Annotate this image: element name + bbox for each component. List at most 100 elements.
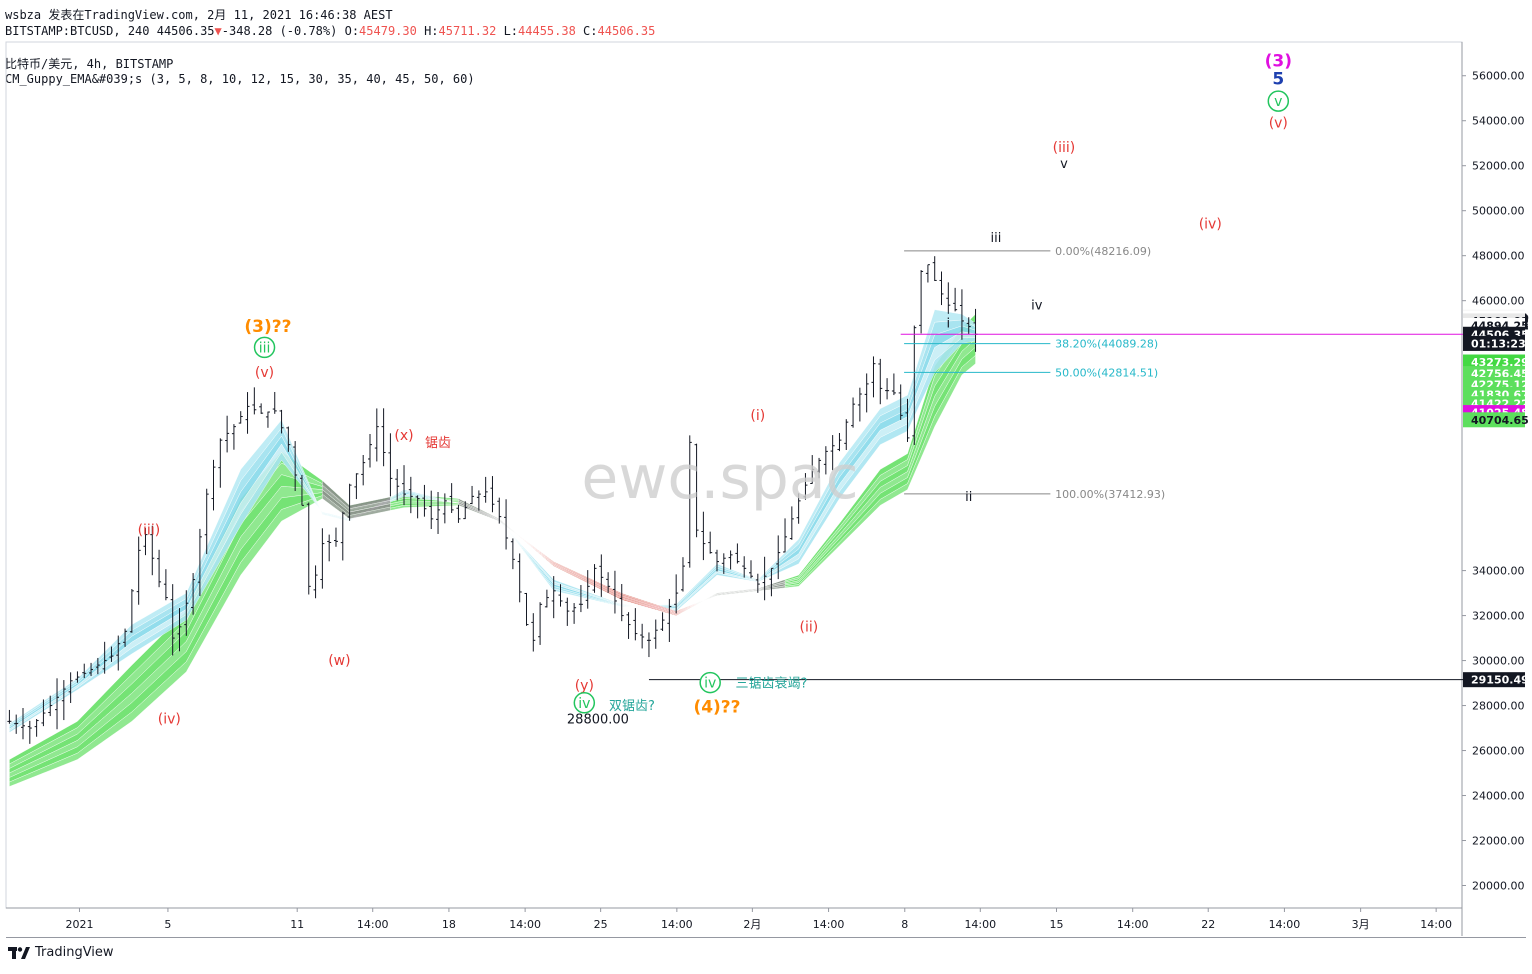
pane-title[interactable]: 比特币/美元, 4h, BITSTAMP <box>5 57 174 71</box>
wave-label-text: (ii) <box>799 619 818 635</box>
price-label-text: 01:13:23 <box>1471 337 1526 350</box>
wave-label: iv <box>699 671 721 694</box>
neutral-ema-ribbon <box>696 579 786 605</box>
candle <box>783 518 788 553</box>
y-tick-label: 24000.00 <box>1472 790 1525 803</box>
wave-label: (3)?? <box>244 317 291 337</box>
y-tick-label: 48000.00 <box>1472 250 1525 263</box>
candle <box>436 492 441 534</box>
wave-label-text: 双锯齿? <box>609 699 655 714</box>
x-tick-label: 11 <box>290 918 304 931</box>
indicator-legend[interactable]: CM_Guppy_EMA&#039;s (3, 5, 8, 10, 12, 15… <box>5 72 475 86</box>
wave-label-text: v <box>1060 157 1068 172</box>
y-tick-label: 32000.00 <box>1472 610 1525 623</box>
y-tick-label: 50000.00 <box>1472 205 1525 218</box>
neutral-ema-ribbon-layer <box>458 499 520 537</box>
price-label-bg <box>1463 412 1525 428</box>
candle <box>21 708 26 740</box>
symbol-line: BITSTAMP:BTCUSD, 240 44506.35▼-348.28 (-… <box>5 24 655 38</box>
wave-label-text: 28800.00 <box>567 713 629 728</box>
high-value: 45711.32 <box>438 24 497 38</box>
wave-label: (iii) <box>1053 140 1076 156</box>
candle <box>837 432 842 452</box>
candle <box>225 415 230 453</box>
wave-label-text: (w) <box>328 653 350 669</box>
x-tick-label: 14:00 <box>661 918 693 931</box>
candle <box>191 573 196 615</box>
symbol[interactable]: BITSTAMP:BTCUSD, 240 <box>5 24 150 38</box>
wave-label-text: v <box>1274 94 1282 110</box>
candle <box>374 408 379 462</box>
low-label: L: <box>503 24 519 38</box>
candle <box>619 584 624 622</box>
candle <box>429 490 434 530</box>
candle <box>27 720 32 744</box>
candle <box>551 576 556 619</box>
y-tick-label: 22000.00 <box>1472 835 1525 848</box>
candle <box>905 398 910 442</box>
candle <box>231 424 236 450</box>
candle <box>912 325 917 446</box>
y-tick-label: 34000.00 <box>1472 565 1525 578</box>
x-tick-label: 18 <box>442 918 456 931</box>
candle <box>687 435 692 568</box>
candle <box>891 373 896 396</box>
x-tick-label: 14:00 <box>357 918 389 931</box>
price-axis-label: 29150.49 <box>1463 672 1529 688</box>
candle <box>946 282 951 314</box>
candle <box>789 506 794 540</box>
candle <box>646 632 651 658</box>
wave-label: 双锯齿? <box>609 699 655 714</box>
candle <box>524 592 529 626</box>
wave-label: (iv) <box>158 712 181 728</box>
candle <box>395 469 400 501</box>
candle <box>75 671 80 683</box>
candle <box>361 454 366 486</box>
candle <box>327 534 332 562</box>
candle <box>136 536 141 605</box>
candle <box>667 598 672 642</box>
fib-level-label: 100.00%(37412.93) <box>1055 488 1165 501</box>
wave-label: i <box>947 317 951 332</box>
candle <box>497 497 502 524</box>
candle <box>714 549 719 572</box>
watermark: ewc.spac <box>581 443 858 513</box>
candle <box>544 589 549 608</box>
candle <box>680 557 685 592</box>
x-tick-label: 14:00 <box>509 918 541 931</box>
candle <box>61 680 66 721</box>
tradingview-footer: TradingView <box>8 945 114 960</box>
candle <box>728 550 733 570</box>
candle <box>749 560 754 579</box>
candle <box>851 397 856 428</box>
wave-label-circle <box>699 671 721 694</box>
candle <box>320 528 325 589</box>
candle <box>769 567 774 597</box>
wave-label: 5 <box>1272 70 1284 90</box>
candle <box>599 554 604 597</box>
candle <box>7 709 12 724</box>
candle <box>184 590 189 636</box>
candles <box>7 256 978 744</box>
wave-label-text: (iii) <box>138 523 161 539</box>
price-label-bg <box>1463 354 1525 370</box>
candle <box>313 565 318 599</box>
wave-label: (y) <box>575 678 594 694</box>
candle <box>333 527 338 547</box>
candle <box>116 635 121 671</box>
x-tick-label: 3月 <box>1352 918 1370 931</box>
candle <box>823 446 828 475</box>
candle <box>565 597 570 626</box>
x-tick-label: 14:00 <box>813 918 845 931</box>
candle <box>197 528 202 597</box>
candle <box>817 457 822 479</box>
wave-label-text: (3)?? <box>244 317 291 337</box>
brand-name: TradingView <box>35 945 114 960</box>
candle <box>272 391 277 414</box>
y-tick-label: 30000.00 <box>1472 655 1525 668</box>
candle <box>102 641 107 674</box>
wave-label-text: ii <box>965 490 972 505</box>
neutral-ema-ribbon-layer <box>458 501 520 537</box>
x-tick-label: 14:00 <box>1420 918 1452 931</box>
